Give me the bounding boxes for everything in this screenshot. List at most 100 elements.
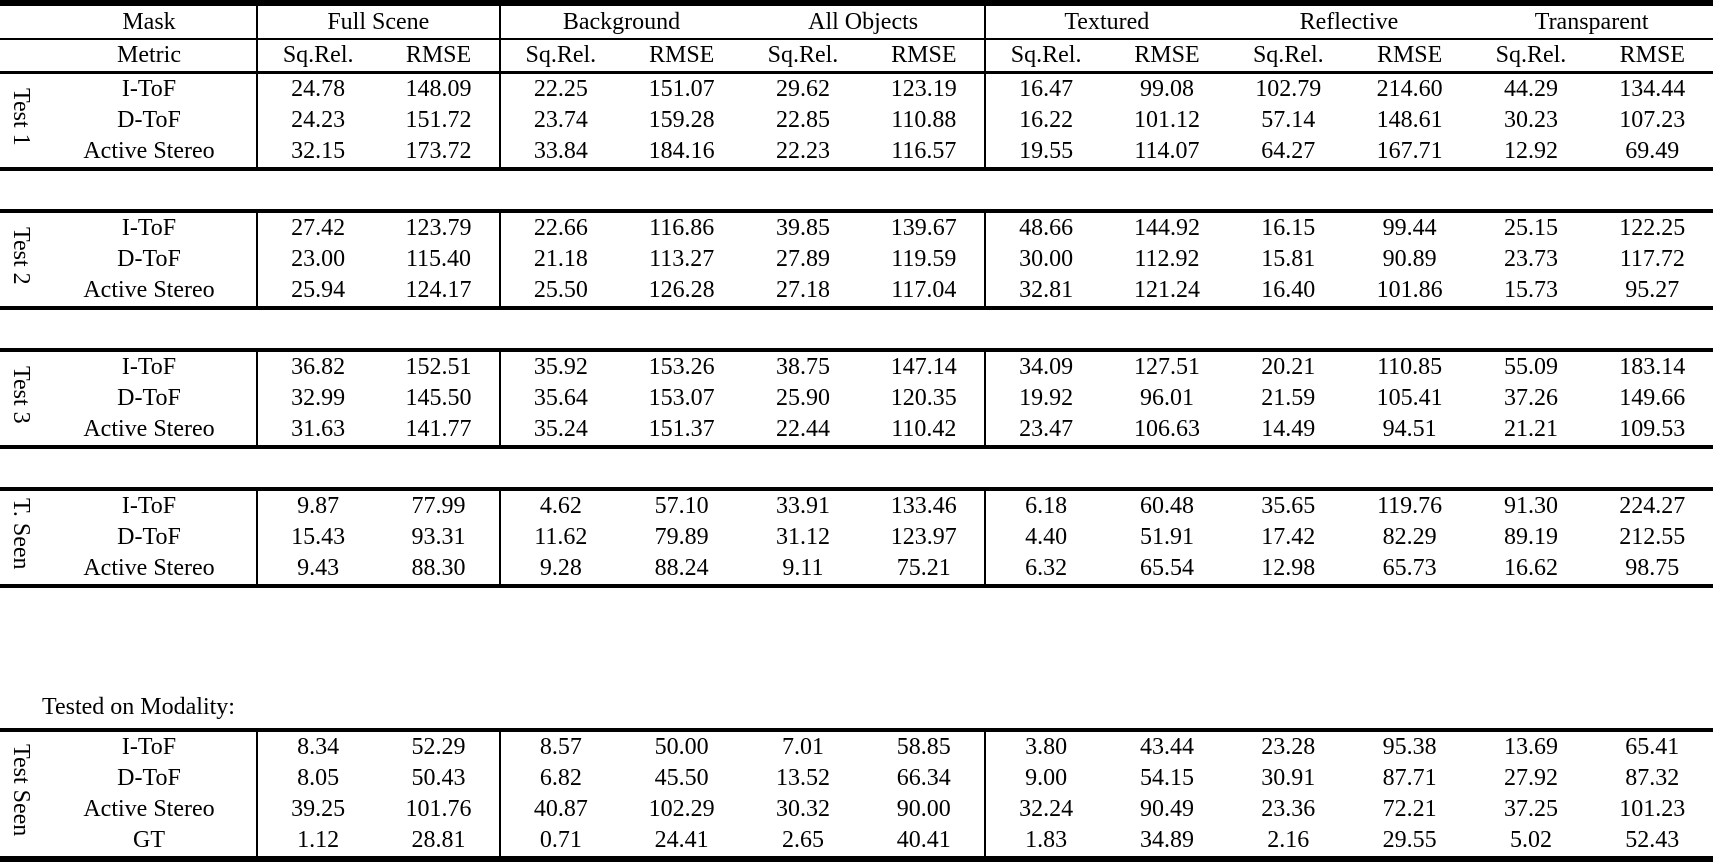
value-cell: 37.25 xyxy=(1503,796,1558,822)
table-row: Test 1 I-ToF 24.78 148.09 22.25 151.07 29.62 12… xyxy=(0,72,1713,146)
value-cell: 134.44 xyxy=(1619,76,1686,102)
group-header-reflective: Reflective xyxy=(1227,3,1471,40)
table-block-test-seen: Test Seen I-ToF 8.34 52.29 8.57 50.00 7.01 58.8… xyxy=(0,728,1713,862)
value-cell: 1.12 xyxy=(255,825,379,859)
value-cell: 22.85 xyxy=(775,107,830,133)
value-cell: 65.73 xyxy=(1382,555,1437,581)
value-cell: 19.92 xyxy=(983,383,1107,414)
value-cell: 34.09 xyxy=(983,350,1107,383)
value-cell: 23.74 xyxy=(498,105,621,136)
value-cell: 22.23 xyxy=(775,138,830,164)
modality-label: I-ToF xyxy=(121,493,177,519)
value-cell: 112.92 xyxy=(1134,246,1200,272)
table-row: D-ToF 23.00 115.40 21.18 113.27 27.89 119.59 30… xyxy=(0,244,1713,275)
value-cell: 27.89 xyxy=(775,246,830,272)
value-cell: 4.62 xyxy=(498,489,621,522)
subheader-sqrel: Sq.Rel. xyxy=(498,39,621,74)
value-cell: 16.22 xyxy=(983,105,1107,136)
value-cell: 22.25 xyxy=(498,72,621,105)
section-label: T. Seen xyxy=(8,498,34,570)
modality-label: Active Stereo xyxy=(83,277,215,303)
value-cell: 124.17 xyxy=(405,277,472,303)
modality-label: Active Stereo xyxy=(83,796,215,822)
value-cell: 58.85 xyxy=(896,734,951,760)
table-block-test-2: Test 2 I-ToF 27.42 123.79 22.66 116.86 39.85 13… xyxy=(0,209,1713,310)
value-cell: 159.28 xyxy=(648,107,715,133)
value-cell: 149.66 xyxy=(1619,385,1686,411)
value-cell: 9.43 xyxy=(255,553,379,586)
subheader-sqrel: Sq.Rel. xyxy=(1470,39,1592,74)
value-cell: 29.62 xyxy=(775,76,830,102)
value-cell: 16.15 xyxy=(1261,215,1316,241)
table-row: T. Seen I-ToF 9.87 77.99 4.62 57.10 33.91 133.4… xyxy=(0,489,1713,570)
value-cell: 7.01 xyxy=(781,734,824,760)
value-cell: 30.23 xyxy=(1503,107,1558,133)
value-cell: 22.66 xyxy=(498,211,621,244)
value-cell: 22.44 xyxy=(775,416,830,442)
value-cell: 123.97 xyxy=(890,524,957,550)
value-cell: 2.65 xyxy=(781,827,824,853)
value-cell: 39.85 xyxy=(775,215,830,241)
value-cell: 151.07 xyxy=(648,76,715,102)
value-cell: 16.62 xyxy=(1503,555,1558,581)
value-cell: 101.23 xyxy=(1619,796,1686,822)
value-cell: 48.66 xyxy=(983,211,1107,244)
metric-header: Metric xyxy=(42,39,257,74)
metric-header-row: Metric Sq.Rel. RMSE Sq.Rel. RMSE Sq.Rel.… xyxy=(0,39,1713,74)
value-cell: 21.59 xyxy=(1261,385,1316,411)
table-row: Active Stereo 32.15 173.72 33.84 184.16 22.23… xyxy=(0,136,1713,169)
value-cell: 38.75 xyxy=(775,354,830,380)
modality-label: I-ToF xyxy=(121,734,177,760)
table-row: Active Stereo 31.63 141.77 35.24 151.37 22.44… xyxy=(0,414,1713,447)
table-row: D-ToF 8.05 50.43 6.82 45.50 13.52 66.34 9.00 54.… xyxy=(0,763,1713,794)
value-cell: 120.35 xyxy=(890,385,957,411)
modality-label: Active Stereo xyxy=(83,555,215,581)
table-row: Active Stereo 9.43 88.30 9.28 88.24 9.11 75.21… xyxy=(0,553,1713,586)
subheader-sqrel: Sq.Rel. xyxy=(983,39,1107,74)
value-cell: 19.55 xyxy=(983,136,1107,169)
value-cell: 90.49 xyxy=(1139,796,1194,822)
value-cell: 23.47 xyxy=(983,414,1107,447)
value-cell: 77.99 xyxy=(411,493,466,519)
value-cell: 39.25 xyxy=(255,794,379,825)
value-cell: 94.51 xyxy=(1382,416,1437,442)
section-label-cell: Test 1 xyxy=(0,73,42,170)
value-cell: 95.27 xyxy=(1625,277,1680,303)
value-cell: 113.27 xyxy=(649,246,715,272)
modality-label: D-ToF xyxy=(117,107,181,133)
value-cell: 8.05 xyxy=(255,763,379,794)
value-cell: 141.77 xyxy=(405,416,472,442)
value-cell: 133.46 xyxy=(890,493,957,519)
value-cell: 23.00 xyxy=(255,244,379,275)
value-cell: 24.78 xyxy=(255,72,379,105)
subheader-sqrel: Sq.Rel. xyxy=(742,39,864,74)
value-cell: 17.42 xyxy=(1261,524,1316,550)
value-cell: 25.90 xyxy=(775,385,830,411)
value-cell: 30.32 xyxy=(775,796,830,822)
value-cell: 23.36 xyxy=(1261,796,1316,822)
value-cell: 40.41 xyxy=(896,827,951,853)
value-cell: 119.59 xyxy=(891,246,957,272)
value-cell: 117.72 xyxy=(1619,246,1685,272)
value-cell: 32.81 xyxy=(983,275,1107,308)
value-cell: 1.83 xyxy=(983,825,1107,859)
value-cell: 91.30 xyxy=(1503,493,1558,519)
value-cell: 28.81 xyxy=(411,827,466,853)
value-cell: 102.29 xyxy=(648,796,715,822)
value-cell: 44.29 xyxy=(1503,76,1558,102)
value-cell: 152.51 xyxy=(405,354,472,380)
value-cell: 145.50 xyxy=(405,385,472,411)
value-cell: 69.49 xyxy=(1625,138,1680,164)
value-cell: 65.41 xyxy=(1625,734,1680,760)
value-cell: 35.92 xyxy=(498,350,621,383)
value-cell: 50.00 xyxy=(654,734,709,760)
value-cell: 122.25 xyxy=(1619,215,1686,241)
value-cell: 0.71 xyxy=(498,825,621,859)
value-cell: 23.73 xyxy=(1503,246,1558,272)
section-label: Test 2 xyxy=(8,227,34,285)
value-cell: 14.49 xyxy=(1261,416,1316,442)
value-cell: 147.14 xyxy=(890,354,957,380)
table-block-test-1: Mask Full Scene Background All Objects T… xyxy=(0,0,1713,171)
modality-label: GT xyxy=(133,827,165,853)
value-cell: 151.72 xyxy=(405,107,472,133)
